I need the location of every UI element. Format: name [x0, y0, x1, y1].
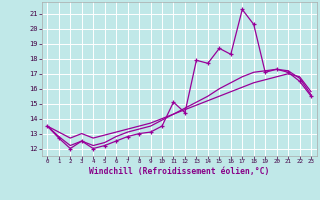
- X-axis label: Windchill (Refroidissement éolien,°C): Windchill (Refroidissement éolien,°C): [89, 167, 269, 176]
